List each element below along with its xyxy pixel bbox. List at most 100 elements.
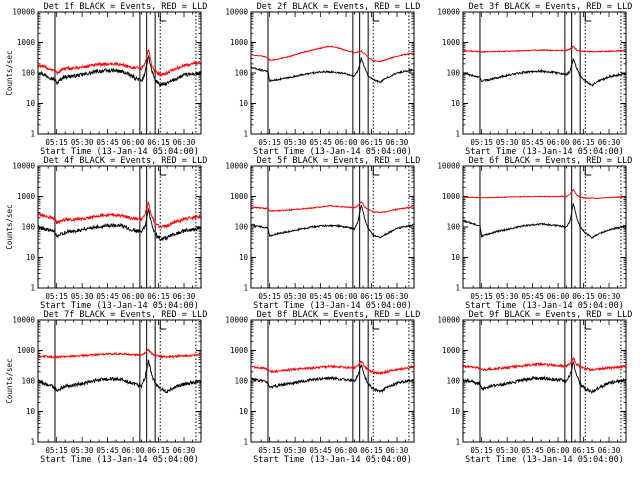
plot-frame — [462, 319, 627, 443]
detector-panel-4: Det 4f BLACK = Events, RED = LLD 1 10 100 10… — [5, 156, 207, 311]
y-tick-label: 1 — [243, 130, 248, 139]
x-tick-label: 06:00 — [122, 138, 145, 147]
x-tick-label: 06:15 — [147, 292, 170, 301]
y-tick-label: 10 — [239, 407, 249, 416]
y-axis-label: Counts/sec — [5, 50, 14, 95]
y-tick-label: 10000 — [437, 162, 460, 171]
detector-panel-2: Det 2f BLACK = Events, RED = LLD 1 10 100 10… — [225, 2, 420, 157]
lld-series-line — [37, 347, 202, 360]
y-tick-label: 1000 — [442, 346, 461, 355]
x-tick-label: 05:30 — [284, 138, 307, 147]
x-tick-label: 06:15 — [572, 138, 595, 147]
panel-title: Det 9f BLACK = Events, RED = LLD — [469, 310, 633, 320]
events-series-line — [37, 54, 202, 88]
x-tick-label: 05:30 — [71, 292, 94, 301]
y-tick-label: 10 — [26, 99, 36, 108]
x-tick-label: 05:45 — [521, 446, 544, 455]
x-tick-label: 06:15 — [360, 138, 383, 147]
y-tick-label: 100 — [21, 223, 35, 232]
x-tick-label: 06:15 — [572, 292, 595, 301]
interval-bracket — [159, 13, 167, 22]
y-tick-label: 10 — [451, 407, 461, 416]
y-tick-label: 10000 — [225, 162, 248, 171]
x-axis-label: Start Time (13-Jan-14 05:04:00) — [465, 147, 624, 157]
y-axis-label: Counts/sec — [5, 204, 14, 249]
y-tick-label: 10000 — [225, 8, 248, 17]
y-tick-label: 100 — [234, 377, 248, 386]
detector-panel-3: Det 3f BLACK = Events, RED = LLD 1 10 100 10… — [437, 2, 632, 157]
y-tick-label: 1000 — [442, 38, 461, 47]
x-tick-label: 05:30 — [284, 446, 307, 455]
detector-panel-5: Det 5f BLACK = Events, RED = LLD 1 10 100 10… — [225, 156, 420, 311]
x-tick-label: 05:30 — [71, 138, 94, 147]
y-tick-label: 100 — [446, 69, 460, 78]
x-tick-label: 05:45 — [521, 292, 544, 301]
panel-title: Det 1f BLACK = Events, RED = LLD — [44, 2, 208, 12]
x-tick-label: 06:15 — [147, 138, 170, 147]
interval-bracket — [584, 13, 592, 22]
x-tick-label: 05:15 — [258, 138, 281, 147]
events-series-line — [250, 205, 415, 239]
panel-title: Det 7f BLACK = Events, RED = LLD — [44, 310, 208, 320]
y-tick-label: 10 — [26, 407, 36, 416]
y-tick-label: 1 — [30, 284, 35, 293]
x-tick-label: 05:15 — [45, 292, 68, 301]
y-tick-label: 10 — [451, 253, 461, 262]
y-tick-label: 1 — [30, 438, 35, 447]
interval-bracket — [372, 167, 380, 176]
x-axis-label: Start Time (13-Jan-14 05:04:00) — [40, 455, 199, 465]
x-axis-label: Start Time (13-Jan-14 05:04:00) — [465, 301, 624, 311]
y-tick-label: 10000 — [437, 8, 460, 17]
x-axis-label: Start Time (13-Jan-14 05:04:00) — [253, 301, 412, 311]
x-tick-label: 06:30 — [386, 292, 409, 301]
x-axis-label: Start Time (13-Jan-14 05:04:00) — [253, 455, 412, 465]
events-series-line — [462, 58, 627, 87]
x-tick-label: 06:00 — [335, 446, 358, 455]
x-tick-label: 06:00 — [547, 138, 570, 147]
x-tick-label: 06:30 — [598, 138, 621, 147]
y-tick-label: 1 — [455, 284, 460, 293]
y-tick-label: 100 — [446, 223, 460, 232]
x-tick-label: 05:15 — [258, 446, 281, 455]
detector-panel-8: Det 8f BLACK = Events, RED = LLD 1 10 100 10… — [225, 310, 420, 465]
y-tick-label: 100 — [234, 223, 248, 232]
panel-title: Det 8f BLACK = Events, RED = LLD — [257, 310, 421, 320]
y-tick-label: 10000 — [225, 316, 248, 325]
x-tick-label: 06:00 — [122, 446, 145, 455]
x-tick-label: 05:15 — [45, 138, 68, 147]
events-series-line — [462, 361, 627, 394]
y-tick-label: 10000 — [12, 8, 35, 17]
plot-frame — [462, 165, 627, 289]
x-tick-label: 06:30 — [173, 138, 196, 147]
events-series-line — [37, 359, 202, 394]
x-tick-label: 05:45 — [96, 446, 119, 455]
y-tick-label: 100 — [446, 377, 460, 386]
detector-panel-6: Det 6f BLACK = Events, RED = LLD 1 10 100 10… — [437, 156, 632, 311]
lld-series-line — [250, 360, 415, 376]
detector-panel-1: Det 1f BLACK = Events, RED = LLD 1 10 100 10… — [5, 2, 207, 157]
x-tick-label: 05:30 — [496, 446, 519, 455]
events-series-line — [250, 56, 415, 84]
panel-title: Det 4f BLACK = Events, RED = LLD — [44, 156, 208, 166]
interval-bracket — [584, 167, 592, 176]
interval-bracket — [159, 167, 167, 176]
plot-frame — [37, 319, 202, 443]
x-tick-label: 06:30 — [598, 292, 621, 301]
x-tick-label: 06:30 — [173, 446, 196, 455]
x-tick-label: 06:15 — [147, 446, 170, 455]
x-axis-label: Start Time (13-Jan-14 05:04:00) — [40, 301, 199, 311]
interval-bracket — [584, 321, 592, 330]
interval-bracket — [159, 321, 167, 330]
y-tick-label: 1000 — [17, 38, 36, 47]
panel-title: Det 2f BLACK = Events, RED = LLD — [257, 2, 421, 12]
plot-frame — [250, 165, 415, 289]
x-tick-label: 05:15 — [258, 292, 281, 301]
x-tick-label: 05:15 — [45, 446, 68, 455]
x-tick-label: 05:45 — [96, 292, 119, 301]
x-tick-label: 06:30 — [386, 446, 409, 455]
y-tick-label: 1 — [243, 284, 248, 293]
x-tick-label: 05:45 — [521, 138, 544, 147]
events-series-line — [37, 208, 202, 242]
panel-title: Det 5f BLACK = Events, RED = LLD — [257, 156, 421, 166]
y-tick-label: 1000 — [442, 192, 461, 201]
